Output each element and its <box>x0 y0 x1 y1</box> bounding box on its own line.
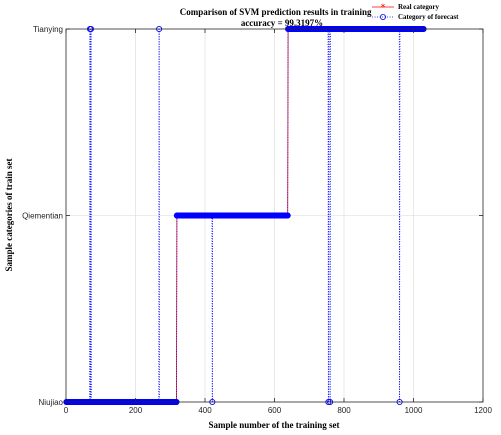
x-tick-label: 0 <box>64 406 69 415</box>
x-axis-label: Sample number of the training set <box>208 420 339 430</box>
axis-ticks: 0 200 400 600 800 1000 1200 Niujiao Qiementian Ti… <box>22 25 492 415</box>
x-tick-label: 400 <box>198 406 212 415</box>
x-tick-label: 200 <box>129 406 143 415</box>
legend-forecast-label: Category of forecast <box>398 13 459 21</box>
x-tick-label: 1200 <box>474 406 492 415</box>
chart-subtitle: accuracy = 99.3197% <box>241 18 323 28</box>
y-axis-label: Sample categories of train set <box>4 159 14 272</box>
x-tick-label: 1000 <box>405 406 423 415</box>
y-tick-label: Tianying <box>33 25 63 34</box>
legend-real-marker: * <box>381 3 386 13</box>
y-tick-label: Qiementian <box>22 212 63 221</box>
chart-title: Comparison of SVM prediction results in … <box>180 7 384 17</box>
x-tick-label: 600 <box>268 406 282 415</box>
x-tick-label: 800 <box>337 406 351 415</box>
legend-real-label: Real category <box>398 3 440 11</box>
legend-forecast-marker <box>379 13 386 20</box>
y-tick-label: Niujiao <box>39 398 64 407</box>
forecast-point <box>284 212 291 219</box>
legend: * Real category Category of forecast <box>372 0 487 22</box>
legend-box <box>372 0 487 22</box>
